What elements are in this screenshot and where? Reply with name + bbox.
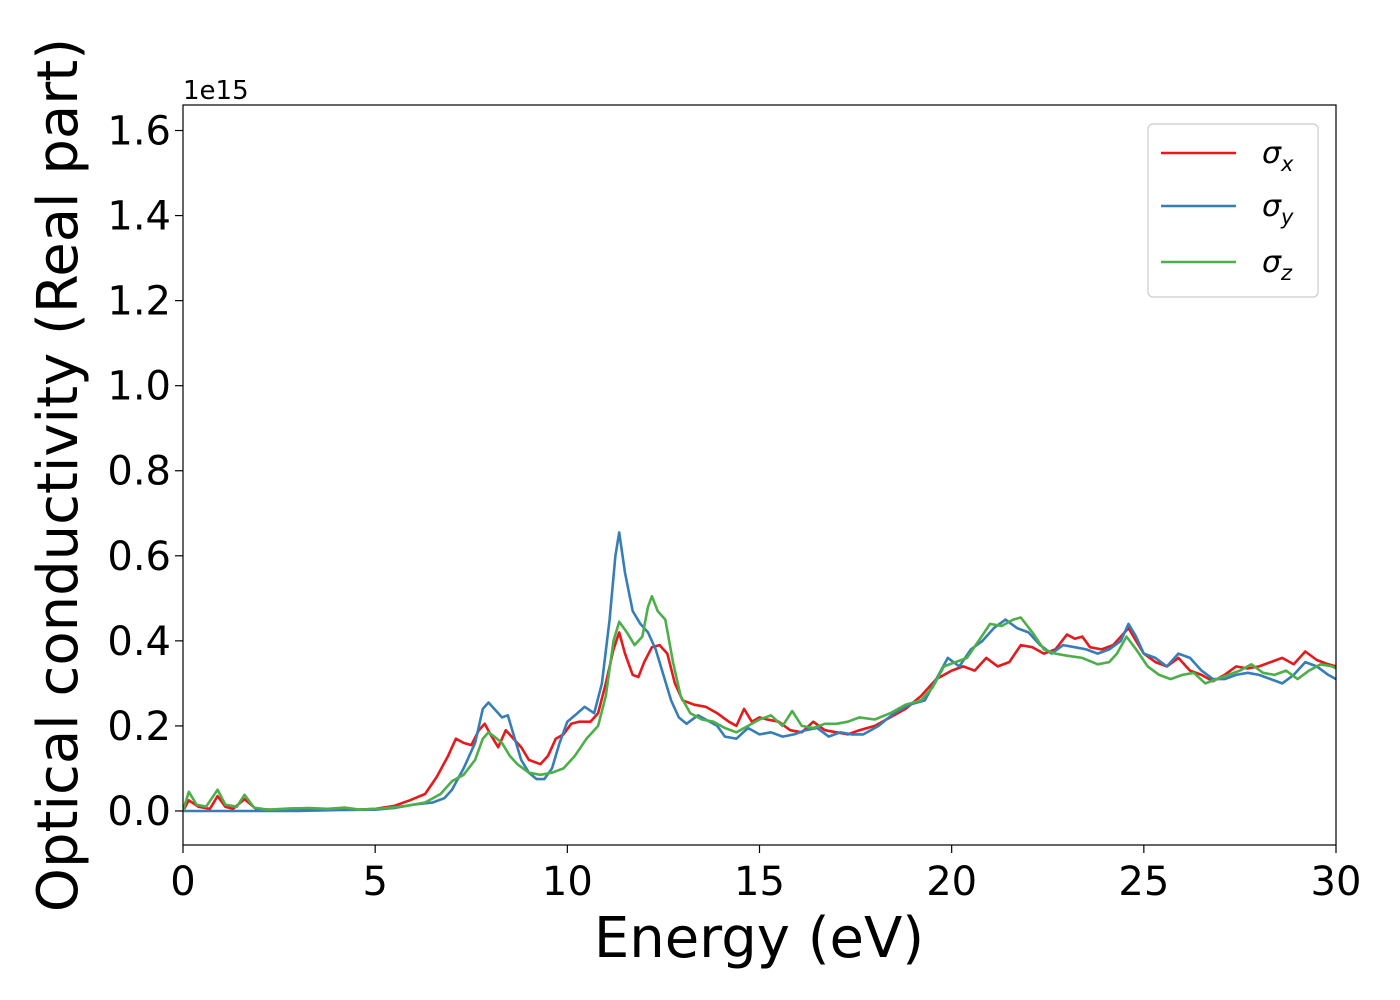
series-line-z [183,594,1336,813]
series-line-x [183,626,1336,813]
x-tick-label: 20 [926,859,977,905]
x-tick-label: 30 [1311,859,1362,905]
legend-label-z: σz [1262,245,1293,285]
y-tick-label: 0.6 [107,534,171,580]
y-tick-label: 0.0 [107,789,171,835]
x-tick-label: 15 [734,859,785,905]
legend-label-y: σy [1262,189,1294,229]
y-tick-label: 1.2 [107,279,171,325]
series-layer [183,531,1336,813]
x-tick-label: 25 [1118,859,1169,905]
x-axis: 0 5 10 15 20 25 30 [170,845,1361,905]
legend: σx σy σz [1147,123,1319,298]
y-tick-label: 0.4 [107,619,171,665]
y-axis: 0.0 0.2 0.4 0.6 0.8 1.0 1.2 1.4 1.6 [107,109,183,835]
y-tick-label: 1.0 [107,364,171,410]
y-axis-title: Optical conductivity (Real part) [26,38,91,912]
legend-frame [1147,123,1319,298]
x-tick-label: 10 [542,859,593,905]
y-tick-label: 0.2 [107,704,171,750]
y-tick-label: 0.8 [107,449,171,495]
x-tick-label: 0 [170,859,195,905]
x-axis-title: Energy (eV) [594,906,924,971]
series-line-y [183,531,1336,813]
y-tick-label: 1.6 [107,109,171,155]
legend-label-x: σx [1262,136,1294,176]
x-tick-label: 5 [362,859,387,905]
y-offset-label: 1e15 [183,76,249,106]
y-tick-label: 1.4 [107,194,171,240]
